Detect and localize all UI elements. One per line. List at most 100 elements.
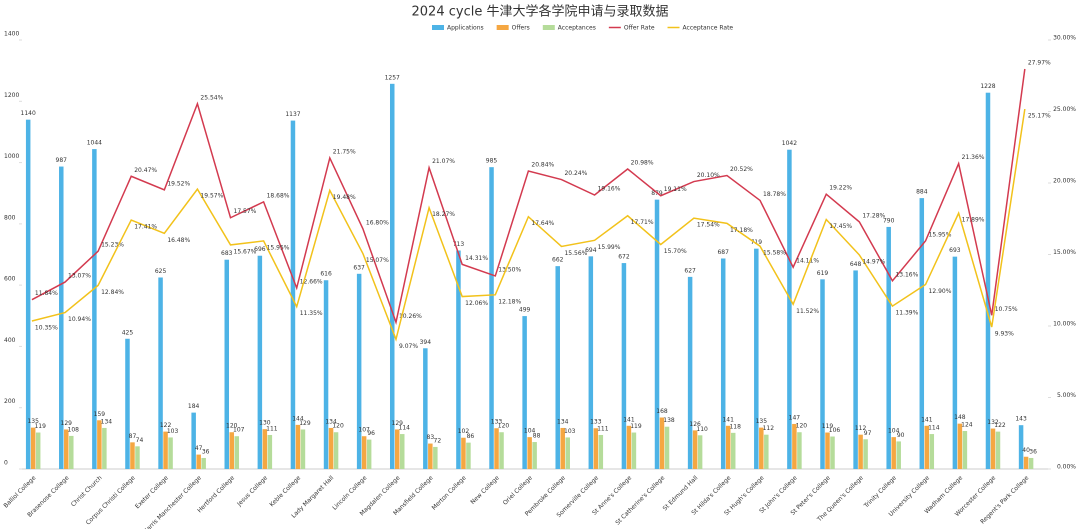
bar bbox=[555, 266, 560, 469]
data-label: 141 bbox=[921, 416, 933, 423]
bar bbox=[466, 442, 471, 469]
data-label: 103 bbox=[564, 428, 576, 435]
bar bbox=[621, 263, 627, 469]
data-label: 21.07% bbox=[432, 158, 455, 165]
data-label: 120 bbox=[332, 423, 344, 430]
bar bbox=[125, 338, 130, 469]
data-label: 47 bbox=[195, 445, 203, 452]
data-label: 20.98% bbox=[631, 159, 654, 166]
bar bbox=[290, 120, 296, 470]
bar bbox=[433, 446, 438, 469]
data-label: 107 bbox=[233, 427, 245, 434]
bar bbox=[224, 259, 230, 469]
data-label: 129 bbox=[299, 420, 311, 427]
bar bbox=[532, 442, 537, 469]
bar bbox=[560, 427, 565, 469]
line bbox=[31, 68, 1026, 326]
bar bbox=[692, 430, 698, 469]
x-tick-label: Hertford College bbox=[196, 474, 236, 514]
data-label: 625 bbox=[155, 268, 167, 275]
data-label: 110 bbox=[696, 426, 708, 433]
bar bbox=[399, 434, 405, 469]
bar bbox=[1028, 457, 1034, 469]
data-label: 27.97% bbox=[1028, 60, 1051, 67]
data-label: 124 bbox=[961, 422, 973, 429]
data-label: 111 bbox=[597, 425, 609, 432]
bar bbox=[168, 437, 173, 469]
bar bbox=[1018, 425, 1024, 469]
data-label: 21.75% bbox=[333, 148, 356, 155]
bar bbox=[720, 258, 726, 469]
bar bbox=[957, 423, 963, 469]
data-label: 111 bbox=[266, 425, 278, 432]
data-label: 648 bbox=[850, 261, 862, 268]
data-label: 19.11% bbox=[664, 186, 687, 193]
data-label: 15.95% bbox=[267, 244, 290, 251]
data-label: 74 bbox=[136, 437, 144, 444]
x-tick-label: Lincoln College bbox=[331, 474, 368, 511]
data-label: 36 bbox=[202, 448, 210, 455]
y-tick-label: 600 bbox=[4, 276, 16, 283]
data-label: 133 bbox=[491, 419, 503, 426]
data-label: 15.07% bbox=[366, 257, 389, 264]
data-label: 159 bbox=[94, 411, 106, 418]
data-label: 141 bbox=[722, 416, 734, 423]
bar bbox=[489, 167, 494, 470]
bar bbox=[267, 434, 273, 469]
data-label: 114 bbox=[399, 425, 411, 432]
data-label: 627 bbox=[684, 267, 696, 274]
data-label: 884 bbox=[916, 189, 928, 196]
data-label: 616 bbox=[320, 271, 332, 278]
data-label: 394 bbox=[420, 339, 432, 346]
y2-tick-label: 20.00% bbox=[1053, 178, 1076, 185]
data-label: 15.95% bbox=[929, 231, 952, 238]
bar bbox=[456, 250, 461, 469]
data-label: 15.67% bbox=[234, 248, 257, 255]
bar bbox=[428, 443, 433, 469]
data-label: 15.58% bbox=[763, 250, 786, 257]
bar bbox=[896, 441, 901, 469]
bar bbox=[328, 427, 334, 469]
bar bbox=[593, 428, 599, 469]
data-label: 134 bbox=[325, 418, 337, 425]
x-tick-label: New College bbox=[469, 474, 501, 506]
bar bbox=[1023, 456, 1029, 469]
bar bbox=[494, 428, 499, 469]
data-label: 11.52% bbox=[796, 308, 819, 315]
data-label: 130 bbox=[259, 420, 271, 427]
data-label: 12.18% bbox=[498, 298, 521, 305]
bar bbox=[234, 436, 240, 469]
data-label: 17.45% bbox=[829, 223, 852, 230]
y-tick-label: 1000 bbox=[4, 153, 19, 160]
data-label: 19.57% bbox=[200, 193, 223, 200]
data-label: 19.52% bbox=[167, 180, 190, 187]
bar bbox=[664, 426, 670, 469]
bar bbox=[654, 199, 660, 469]
data-label: 687 bbox=[717, 249, 729, 256]
data-label: 16.80% bbox=[366, 219, 389, 226]
bar bbox=[858, 434, 863, 469]
data-label: 13.16% bbox=[895, 271, 918, 278]
data-label: 87 bbox=[129, 433, 137, 440]
data-label: 790 bbox=[883, 217, 895, 224]
data-label: 17.41% bbox=[134, 224, 157, 231]
data-label: 83 bbox=[427, 434, 435, 441]
bar bbox=[64, 429, 69, 469]
bar bbox=[962, 431, 968, 469]
bar bbox=[725, 425, 731, 469]
data-label: 96 bbox=[367, 430, 375, 437]
data-label: 1140 bbox=[21, 110, 36, 117]
data-label: 20.52% bbox=[730, 166, 753, 173]
y2-tick-label: 25.00% bbox=[1053, 106, 1076, 113]
bar bbox=[820, 279, 825, 469]
data-label: 15.99% bbox=[598, 244, 621, 251]
data-label: 662 bbox=[552, 257, 564, 264]
data-label: 141 bbox=[623, 416, 635, 423]
bar bbox=[97, 420, 102, 469]
data-label: 120 bbox=[226, 423, 238, 430]
bar bbox=[300, 429, 306, 469]
bar bbox=[598, 434, 604, 469]
data-label: 17.54% bbox=[697, 222, 720, 229]
data-label: 107 bbox=[358, 427, 370, 434]
